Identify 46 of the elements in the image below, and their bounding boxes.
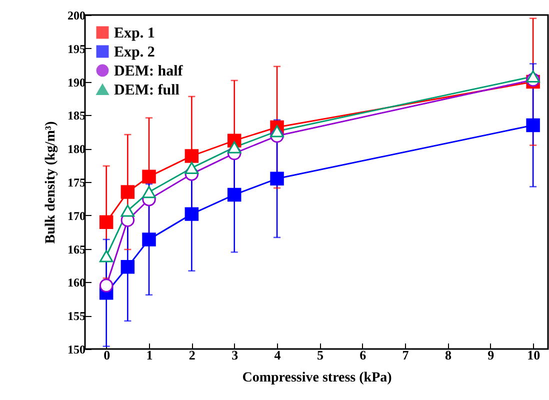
- y-tick-label: 190: [68, 75, 86, 90]
- point: [142, 170, 156, 184]
- legend-label: DEM: full: [114, 82, 180, 98]
- y-tick-label: 185: [68, 108, 86, 123]
- y-tick-label: 170: [68, 208, 86, 223]
- y-axis-title: Bulk density (kg/m³): [44, 120, 58, 244]
- y-tick-label: 195: [68, 42, 86, 56]
- x-tick-label: 8: [444, 348, 452, 362]
- legend-label: Exp. 1: [114, 26, 155, 42]
- point: [142, 186, 156, 198]
- x-tick-label: 1: [146, 348, 153, 362]
- legend-label: DEM: half: [114, 64, 184, 80]
- point: [227, 141, 242, 154]
- y-tick-label: 165: [68, 242, 86, 256]
- y-tick-label: 150: [68, 342, 86, 356]
- point: [99, 250, 114, 262]
- point: [526, 70, 540, 83]
- point: [184, 149, 199, 163]
- x-tick-label: 2: [188, 348, 196, 362]
- x-tick-label: 4: [274, 348, 282, 362]
- point: [99, 278, 114, 292]
- point: [120, 260, 135, 274]
- x-tick-label: 6: [360, 348, 367, 362]
- point: [270, 172, 284, 186]
- y-tick-label: 175: [68, 176, 86, 190]
- point: [526, 118, 540, 132]
- point: [184, 162, 199, 174]
- point: [184, 207, 199, 221]
- x-tick-label: 10: [527, 348, 540, 362]
- point: [142, 232, 156, 246]
- point: [99, 215, 114, 229]
- y-tick-label: 155: [68, 309, 86, 324]
- x-axis-title: Compressive stress (kPa): [242, 370, 392, 386]
- x-tick-label: 3: [232, 348, 239, 362]
- point: [120, 204, 135, 217]
- point: [120, 185, 135, 199]
- y-tick-label: 200: [68, 8, 86, 22]
- y-tick-label: 160: [68, 276, 86, 290]
- point: [227, 188, 242, 202]
- x-tick-label: 7: [402, 348, 410, 362]
- y-tick-label: 180: [68, 142, 86, 156]
- x-tick-label: 9: [488, 348, 495, 362]
- point: [270, 125, 284, 138]
- x-tick-label: 0: [104, 348, 110, 362]
- x-tick-label: 5: [316, 348, 324, 362]
- legend-label: Exp. 2: [114, 44, 155, 60]
